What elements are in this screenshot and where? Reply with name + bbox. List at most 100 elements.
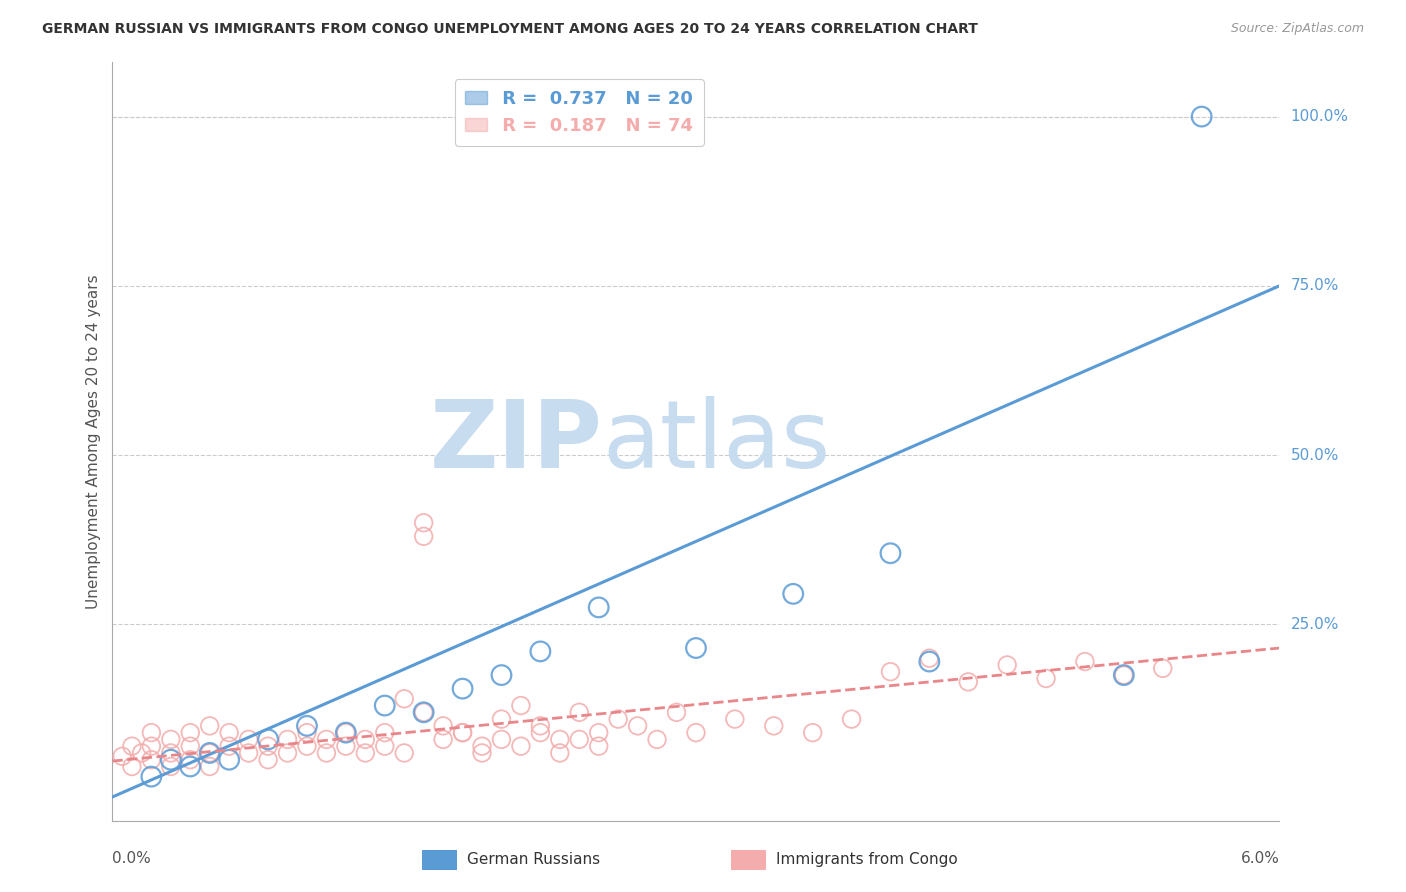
Point [1035,672,1057,686]
Point [588,600,610,615]
Text: ZIP: ZIP [430,395,603,488]
Point [568,732,591,747]
Point [412,529,434,543]
Text: atlas: atlas [603,395,831,488]
Y-axis label: Unemployment Among Ages 20 to 24 years: Unemployment Among Ages 20 to 24 years [86,274,101,609]
Point [918,651,941,665]
Point [762,719,785,733]
Point [295,719,318,733]
Point [412,706,434,720]
Text: 100.0%: 100.0% [1291,109,1348,124]
Point [841,712,863,726]
Point [801,725,824,739]
Point [529,719,551,733]
Point [529,725,551,739]
Text: Source: ZipAtlas.com: Source: ZipAtlas.com [1230,22,1364,36]
Point [548,732,571,747]
Text: 6.0%: 6.0% [1240,851,1279,866]
Point [471,746,494,760]
Point [918,655,941,669]
Point [276,732,298,747]
Point [568,706,591,720]
Point [295,725,318,739]
Text: 50.0%: 50.0% [1291,448,1339,463]
Point [724,712,747,726]
Point [141,739,163,754]
Point [645,732,668,747]
Point [238,746,260,760]
Point [295,739,318,754]
Point [1112,668,1135,682]
Point [509,739,531,754]
Point [957,674,980,689]
Point [354,732,377,747]
Point [412,516,434,530]
Point [491,668,513,682]
Point [1152,661,1174,675]
Point [315,732,337,747]
Point [160,753,183,767]
Text: GERMAN RUSSIAN VS IMMIGRANTS FROM CONGO UNEMPLOYMENT AMONG AGES 20 TO 24 YEARS C: GERMAN RUSSIAN VS IMMIGRANTS FROM CONGO … [42,22,979,37]
Text: German Russians: German Russians [467,853,600,867]
Point [627,719,650,733]
Point [451,725,474,739]
Point [607,712,630,726]
Point [179,759,201,773]
Point [879,665,901,679]
Point [354,746,377,760]
Text: 25.0%: 25.0% [1291,617,1339,632]
Point [1112,668,1135,682]
Point [432,719,454,733]
Point [111,749,134,764]
Point [218,739,240,754]
Point [218,725,240,739]
Point [394,746,416,760]
Point [257,732,280,747]
Point [257,753,280,767]
Point [335,725,357,739]
Point [160,746,183,760]
Point [141,725,163,739]
Point [121,739,143,754]
Point [588,739,610,754]
Point [198,746,221,760]
Point [394,691,416,706]
Point [179,739,201,754]
Point [179,753,201,767]
Point [160,732,183,747]
Point [782,587,804,601]
Point [335,739,357,754]
Point [198,719,221,733]
Point [879,546,901,560]
Point [374,739,396,754]
Point [141,753,163,767]
Point [276,746,298,760]
Point [374,725,396,739]
Legend:  R =  0.737   N = 20,  R =  0.187   N = 74: R = 0.737 N = 20, R = 0.187 N = 74 [454,79,704,145]
Point [141,770,163,784]
Point [491,732,513,747]
Point [588,725,610,739]
Point [121,759,143,773]
Point [685,640,707,655]
Point [374,698,396,713]
Point [491,712,513,726]
Point [131,746,153,760]
Point [509,698,531,713]
Point [257,739,280,754]
Point [471,739,494,754]
Point [179,725,201,739]
Point [198,746,221,760]
Point [995,657,1018,672]
Point [432,732,454,747]
Point [238,732,260,747]
Point [529,644,551,658]
Text: Immigrants from Congo: Immigrants from Congo [776,853,957,867]
Point [198,759,221,773]
Point [412,706,434,720]
Point [160,759,183,773]
Point [218,753,240,767]
Point [451,725,474,739]
Point [548,746,571,760]
Point [685,725,707,739]
